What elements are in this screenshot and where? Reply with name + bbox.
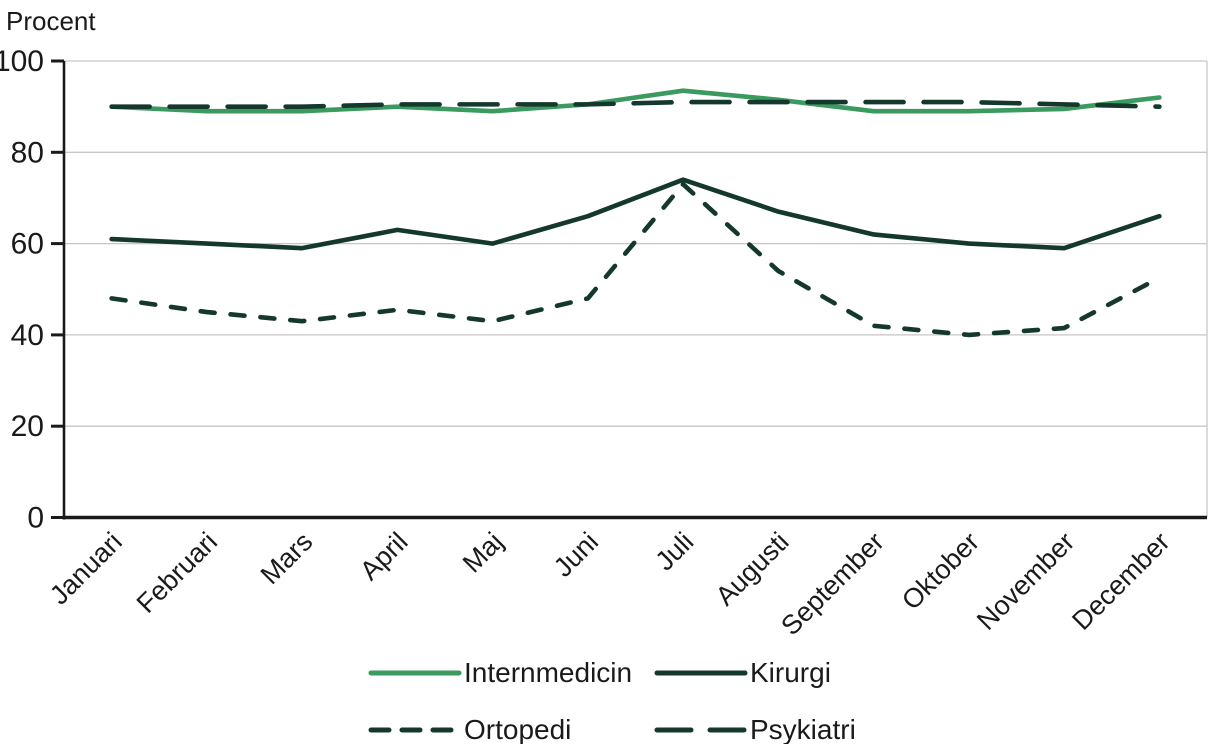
legend-label-internmedicin: Internmedicin <box>464 656 633 688</box>
legend-label-kirurgi: Kirurgi <box>750 656 831 688</box>
x-tick-label: November <box>971 527 1080 636</box>
legend-item-internmedicin: Internmedicin <box>368 657 654 689</box>
series-line-internmedicin <box>109 88 1162 114</box>
x-tick-label: September <box>775 527 890 640</box>
series-line-psykiatri <box>109 99 1162 109</box>
legend-swatch-psykiatri-icon <box>654 727 748 732</box>
x-tick-label: December <box>1066 527 1175 636</box>
legend-swatch-internmedicin-icon <box>368 670 462 675</box>
y-tick-label: 20 <box>11 410 44 443</box>
x-tick-label: April <box>354 527 413 586</box>
legend-swatch-ortopedi-icon <box>368 727 462 732</box>
x-tick-label: Oktober <box>896 527 985 616</box>
x-tick-label: Mars <box>255 527 319 591</box>
x-tick-label: Maj <box>457 527 509 579</box>
legend-item-psykiatri: Psykiatri <box>654 714 964 744</box>
y-tick-label: 0 <box>27 502 44 535</box>
y-tick-label: 80 <box>11 136 44 169</box>
x-tick-label: Januari <box>44 527 128 611</box>
chart-canvas: Procent 0 20 40 60 80 100 Januari Februari Mars A… <box>0 6 1208 640</box>
x-tick-label: Augusti <box>710 527 795 612</box>
x-tick-label: Februari <box>131 527 223 619</box>
legend-label-psykiatri: Psykiatri <box>750 713 856 744</box>
y-tick-label: 100 <box>0 45 44 78</box>
x-tick-label: Juli <box>650 527 700 577</box>
y-tick-label: 40 <box>11 319 44 352</box>
legend-swatch-kirurgi-icon <box>654 670 748 675</box>
x-tick-label: Juni <box>548 527 604 583</box>
legend-item-ortopedi: Ortopedi <box>368 714 654 744</box>
series-line-kirurgi <box>109 177 1162 251</box>
legend-item-kirurgi: Kirurgi <box>654 657 964 689</box>
legend-label-ortopedi: Ortopedi <box>464 713 572 744</box>
series-line-ortopedi <box>109 181 1162 338</box>
chart-legend: Internmedicin Kirurgi Ortopedi Psykiatri <box>368 644 964 744</box>
y-axis-title: Procent <box>6 6 96 36</box>
y-tick-label: 60 <box>11 228 44 261</box>
